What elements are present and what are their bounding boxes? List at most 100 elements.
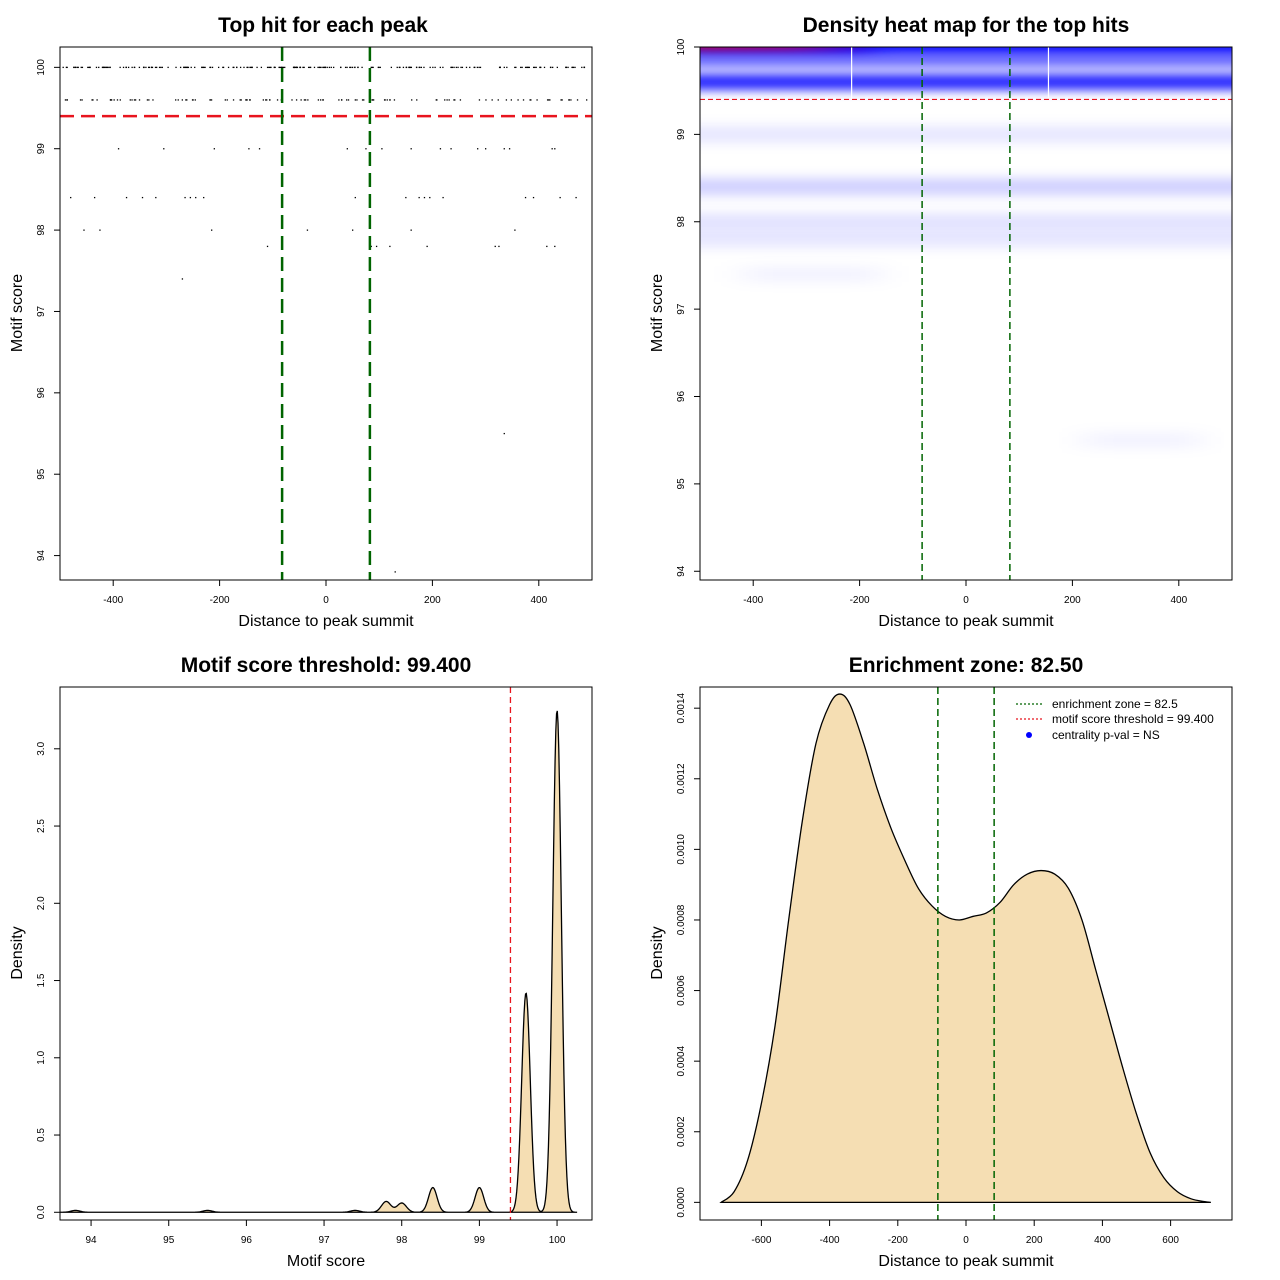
data-point — [239, 66, 242, 69]
data-point — [175, 99, 177, 101]
score-density-frame — [59, 686, 593, 1221]
data-point — [284, 66, 286, 69]
data-point — [469, 66, 471, 69]
heatmap-ytick-label: 94 — [676, 565, 687, 577]
data-point — [457, 66, 459, 69]
data-point — [529, 99, 531, 101]
scatter-xtick-label: -200 — [210, 595, 230, 606]
score-density-plot-area — [59, 687, 578, 1220]
data-point — [148, 99, 150, 101]
data-point — [154, 66, 157, 69]
distance-density-ytick-label: 0.0008 — [676, 904, 687, 935]
data-point — [498, 245, 500, 248]
data-point — [268, 66, 270, 69]
data-point — [386, 99, 388, 101]
data-point — [356, 99, 358, 101]
data-point — [409, 66, 411, 69]
heatmap-hotspot — [700, 47, 873, 51]
score-density-ytick-label: 2.0 — [36, 896, 47, 910]
distance-density-xtick-label: -400 — [820, 1235, 840, 1246]
distance-density-ytick-label: 0.0002 — [676, 1116, 687, 1147]
data-point — [465, 66, 468, 69]
data-point — [455, 66, 457, 69]
distance-density-ytick-label: 0.0012 — [676, 763, 687, 794]
data-point — [201, 66, 203, 69]
data-point — [133, 99, 136, 101]
data-point — [448, 99, 450, 101]
data-point — [371, 66, 373, 69]
data-point — [116, 99, 119, 101]
data-point — [209, 66, 211, 69]
scatter-xlabel: Distance to peak summit — [238, 613, 414, 630]
distance-density-plot-area — [719, 687, 1211, 1220]
data-point — [91, 99, 93, 101]
data-point — [546, 99, 549, 101]
legend-threshold-label: motif score threshold = 99.400 — [1052, 712, 1214, 726]
data-point — [187, 66, 190, 69]
scatter-xtick-label: -400 — [103, 595, 123, 606]
data-point — [155, 196, 157, 199]
data-point — [274, 66, 276, 69]
data-point — [477, 148, 479, 150]
data-point — [138, 66, 141, 69]
data-point — [515, 66, 517, 69]
scatter-ytick-label: 94 — [36, 550, 47, 562]
data-point — [384, 99, 386, 101]
heatmap-axes: -400 -200 0 200 400 94 95 96 97 98 99 100 — [676, 38, 1188, 606]
data-point — [320, 66, 322, 69]
data-point — [532, 66, 535, 69]
data-point — [101, 66, 104, 69]
data-point — [410, 66, 413, 69]
heatmap-band — [700, 73, 1232, 90]
distance-density-ylabel: Density — [649, 926, 666, 979]
data-point — [398, 66, 401, 69]
distance-density-xtick-label: -200 — [888, 1235, 908, 1246]
data-point — [561, 99, 563, 101]
data-point — [372, 99, 375, 101]
data-point — [181, 99, 183, 101]
data-point — [248, 148, 250, 150]
data-point — [266, 245, 269, 248]
data-point — [521, 66, 523, 69]
scatter-frame — [59, 46, 593, 581]
data-point — [104, 66, 106, 69]
data-point — [303, 99, 306, 101]
data-point — [568, 99, 570, 101]
data-point — [330, 66, 332, 69]
distance-density-ytick-label: 0.0004 — [676, 1045, 687, 1076]
data-point — [503, 148, 505, 150]
data-point — [209, 66, 212, 69]
heatmap-band — [742, 266, 881, 283]
scatter-ytick-label: 100 — [36, 59, 47, 76]
data-point — [416, 99, 418, 101]
data-point — [478, 99, 481, 101]
data-point — [106, 66, 109, 69]
score-density-xtick-label: 94 — [86, 1235, 98, 1246]
data-point — [570, 99, 572, 101]
data-point — [251, 66, 253, 69]
score-density-ytick-label: 3.0 — [36, 741, 47, 755]
data-point — [177, 99, 179, 101]
data-point — [454, 99, 456, 101]
data-point — [246, 66, 248, 69]
data-point — [147, 66, 150, 69]
data-point — [262, 99, 264, 101]
data-point — [405, 196, 407, 199]
data-point — [167, 66, 169, 69]
data-point — [156, 66, 158, 69]
data-point — [127, 66, 130, 69]
data-point — [361, 99, 364, 101]
data-point — [258, 148, 261, 150]
data-point — [96, 99, 98, 101]
data-point — [377, 66, 379, 69]
data-point — [77, 66, 79, 69]
data-point — [66, 99, 68, 101]
data-point — [514, 66, 516, 69]
data-point — [520, 66, 522, 69]
data-point — [204, 66, 206, 69]
heatmap-band — [700, 231, 1232, 248]
data-point — [552, 66, 554, 69]
data-point — [102, 66, 104, 69]
data-point — [152, 99, 154, 101]
data-point — [328, 66, 331, 69]
